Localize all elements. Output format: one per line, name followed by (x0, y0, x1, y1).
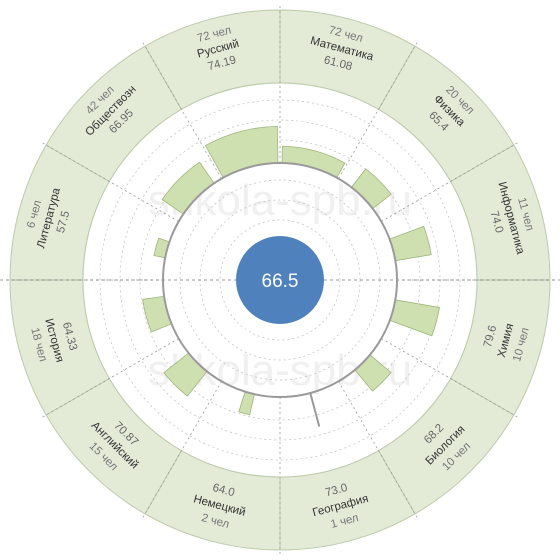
spoke-line (40, 338, 179, 419)
segment-score: 57.5 (55, 210, 72, 235)
spoke-line (338, 381, 419, 520)
center-value: 66.5 (262, 271, 299, 292)
spoke-line (381, 141, 520, 222)
inner-axis-circle (162, 162, 398, 398)
segment-score: 73.0 (324, 482, 349, 499)
segment-score: 74.0 (488, 210, 505, 235)
bar-География (309, 392, 321, 427)
spoke-line (338, 40, 419, 179)
segment-score: 64.0 (211, 482, 236, 499)
grid-circle (219, 219, 341, 341)
spoke-line (40, 141, 179, 222)
center-circle (236, 236, 324, 324)
spoke-line (141, 381, 222, 520)
spoke-line (141, 40, 222, 179)
spoke-line (381, 338, 520, 419)
grid-circle (99, 99, 461, 461)
segment-score: 79.6 (482, 324, 499, 349)
